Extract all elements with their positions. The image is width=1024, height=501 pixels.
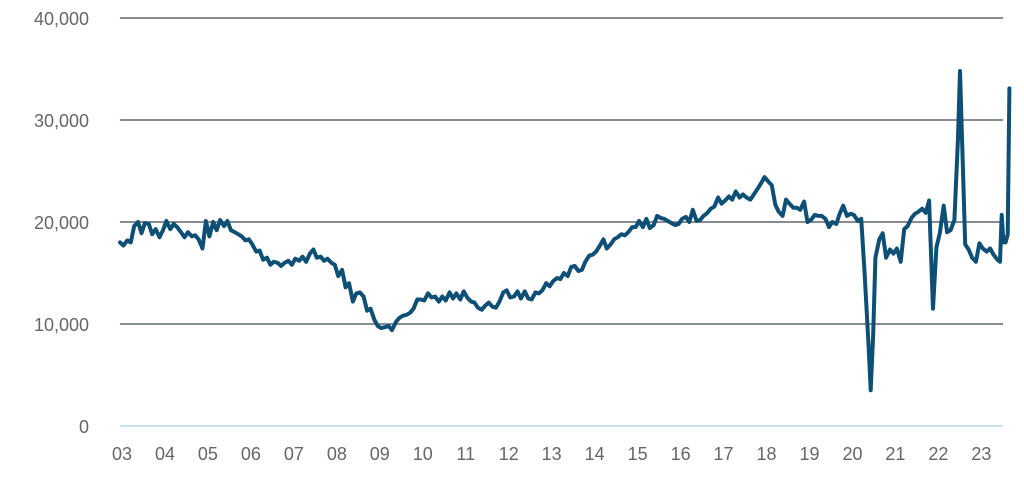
y-axis-tick-labels: 0 10,000 20,000 30,000 40,000 xyxy=(34,9,89,437)
x-tick-label: 20 xyxy=(842,444,862,464)
x-tick-label: 19 xyxy=(799,444,819,464)
y-tick-label: 0 xyxy=(79,417,89,437)
y-tick-label: 30,000 xyxy=(34,111,89,131)
x-tick-label: 22 xyxy=(928,444,948,464)
x-tick-label: 08 xyxy=(327,444,347,464)
x-tick-label: 21 xyxy=(885,444,905,464)
x-tick-label: 18 xyxy=(757,444,777,464)
gridlines xyxy=(120,17,1003,427)
x-tick-label: 16 xyxy=(671,444,691,464)
x-tick-label: 23 xyxy=(971,444,991,464)
x-tick-label: 04 xyxy=(155,444,175,464)
x-tick-label: 14 xyxy=(585,444,605,464)
x-tick-label: 12 xyxy=(499,444,519,464)
series-line xyxy=(118,69,1012,393)
x-tick-label: 11 xyxy=(456,444,475,464)
y-tick-label: 20,000 xyxy=(34,213,89,233)
x-tick-label: 17 xyxy=(714,444,734,464)
x-tick-label: 10 xyxy=(413,444,433,464)
x-tick-label: 13 xyxy=(542,444,562,464)
y-tick-label: 40,000 xyxy=(34,9,89,29)
x-axis-tick-labels: 03 04 05 06 07 08 09 10 11 12 13 14 15 16 17 18 19 20 21 22… xyxy=(112,444,991,464)
x-tick-label: 07 xyxy=(284,444,304,464)
y-tick-label: 10,000 xyxy=(34,315,89,335)
x-tick-label: 09 xyxy=(370,444,390,464)
x-tick-label: 05 xyxy=(198,444,218,464)
x-tick-label: 03 xyxy=(112,444,132,464)
x-tick-label: 15 xyxy=(628,444,648,464)
x-tick-label: 06 xyxy=(241,444,261,464)
series-layer xyxy=(118,69,1012,393)
